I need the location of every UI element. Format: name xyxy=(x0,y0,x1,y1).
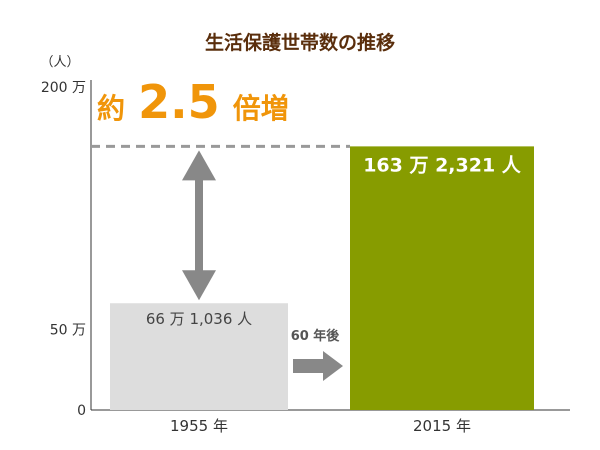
chart-title: 生活保護世帯数の推移 xyxy=(205,31,395,54)
bar-1955-value-label: 66 万 1,036 人 xyxy=(146,310,252,328)
ratio-annotation: 約 2.5 倍増 xyxy=(97,75,289,129)
y-tick-label: 200 万 xyxy=(41,80,86,96)
bar-2015-value-label: 163 万 2,321 人 xyxy=(363,154,522,176)
ratio-arrow xyxy=(182,150,216,301)
y-axis-ticks: 0 50 万 200 万 xyxy=(41,80,86,419)
bar-1955 xyxy=(110,303,288,410)
x-axis-label-1955: 1955 年 xyxy=(170,417,228,435)
y-tick-label: 0 xyxy=(77,403,86,419)
y-tick-label: 50 万 xyxy=(50,322,86,338)
y-axis-unit: （人） xyxy=(40,55,79,70)
transition-label: 60 年後 xyxy=(291,328,341,344)
transition-arrow xyxy=(293,351,343,381)
x-axis-label-2015: 2015 年 xyxy=(413,417,471,435)
bar-2015 xyxy=(350,146,534,410)
